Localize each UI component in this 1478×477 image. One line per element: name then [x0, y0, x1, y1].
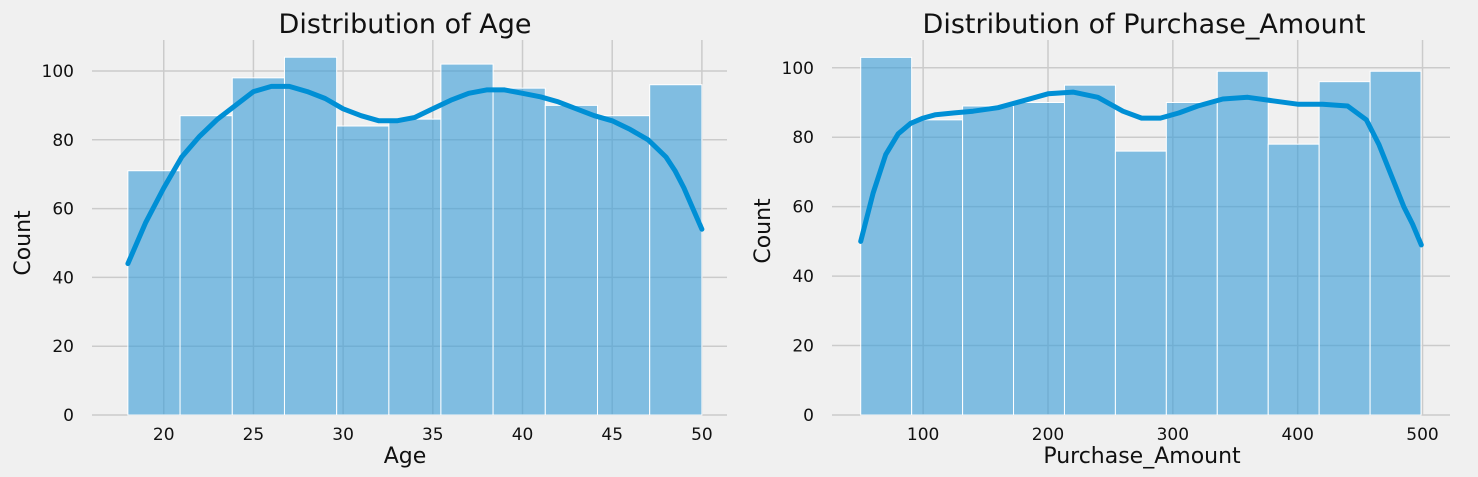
- histogram-bar: [179, 115, 233, 416]
- x-tick-label: 45: [601, 425, 623, 445]
- histogram-bar: [1165, 102, 1218, 416]
- chart-age: Distribution of Age Age Count 20 25 30 35 40…: [11, 9, 727, 469]
- histogram-bar: [440, 63, 494, 416]
- x-tick-label: 100: [907, 425, 939, 445]
- chart-purchase-amount: Distribution of Purchase_Amount Purchase…: [751, 9, 1450, 469]
- histogram-bar: [860, 56, 913, 416]
- kde-curve: [858, 89, 1424, 248]
- histogram-bar: [911, 119, 964, 416]
- histogram-bar: [388, 118, 442, 416]
- histogram-bar: [649, 84, 703, 416]
- x-tick-label: 25: [243, 425, 265, 445]
- y-tick-label: 40: [792, 267, 814, 287]
- y-tick-label: 100: [782, 59, 814, 79]
- x-tick-label: 400: [1281, 425, 1313, 445]
- x-axis-label: Purchase_Amount: [1043, 444, 1241, 469]
- x-tick-label: 300: [1157, 425, 1189, 445]
- histogram-bar: [283, 56, 338, 416]
- histogram-bar: [336, 125, 390, 416]
- x-tick-label: 50: [691, 425, 713, 445]
- histogram-bar: [1013, 102, 1065, 416]
- histogram-bar: [1063, 84, 1116, 416]
- y-tick-label: 0: [63, 406, 74, 426]
- histogram-bar: [544, 104, 598, 416]
- histogram-bar: [1267, 143, 1320, 416]
- x-tick-label: 30: [332, 425, 354, 445]
- x-tick-label: 40: [512, 425, 534, 445]
- y-tick-label: 0: [803, 406, 814, 426]
- histogram-bar: [962, 105, 1015, 416]
- chart-title: Distribution of Age: [279, 9, 532, 40]
- histogram-bars: [127, 56, 703, 416]
- y-tick-label: 60: [52, 200, 74, 220]
- histogram-bar: [1216, 70, 1269, 416]
- chart-title: Distribution of Purchase_Amount: [923, 9, 1366, 40]
- y-tick-label: 20: [792, 337, 814, 357]
- histogram-bar: [1369, 70, 1422, 416]
- histogram-bar: [1318, 81, 1371, 416]
- histogram-bars: [860, 56, 1422, 416]
- y-axis-label: Count: [11, 210, 36, 276]
- y-tick-label: 100: [42, 62, 74, 82]
- histogram-bar: [231, 77, 285, 416]
- kde-curve: [125, 83, 705, 267]
- x-tick-label: 20: [153, 425, 175, 445]
- y-tick-label: 80: [52, 131, 74, 151]
- histogram-bar: [596, 115, 651, 416]
- y-tick-label: 80: [792, 128, 814, 148]
- x-tick-label: 35: [422, 425, 444, 445]
- histogram-bar: [1114, 150, 1167, 416]
- y-tick-label: 60: [792, 198, 814, 218]
- x-tick-label: 500: [1406, 425, 1438, 445]
- y-tick-label: 20: [52, 337, 74, 357]
- y-tick-label: 40: [52, 268, 74, 288]
- histogram-bar: [492, 87, 546, 416]
- x-axis-label: Age: [384, 444, 427, 469]
- y-axis-label: Count: [751, 198, 776, 264]
- x-tick-label: 200: [1032, 425, 1064, 445]
